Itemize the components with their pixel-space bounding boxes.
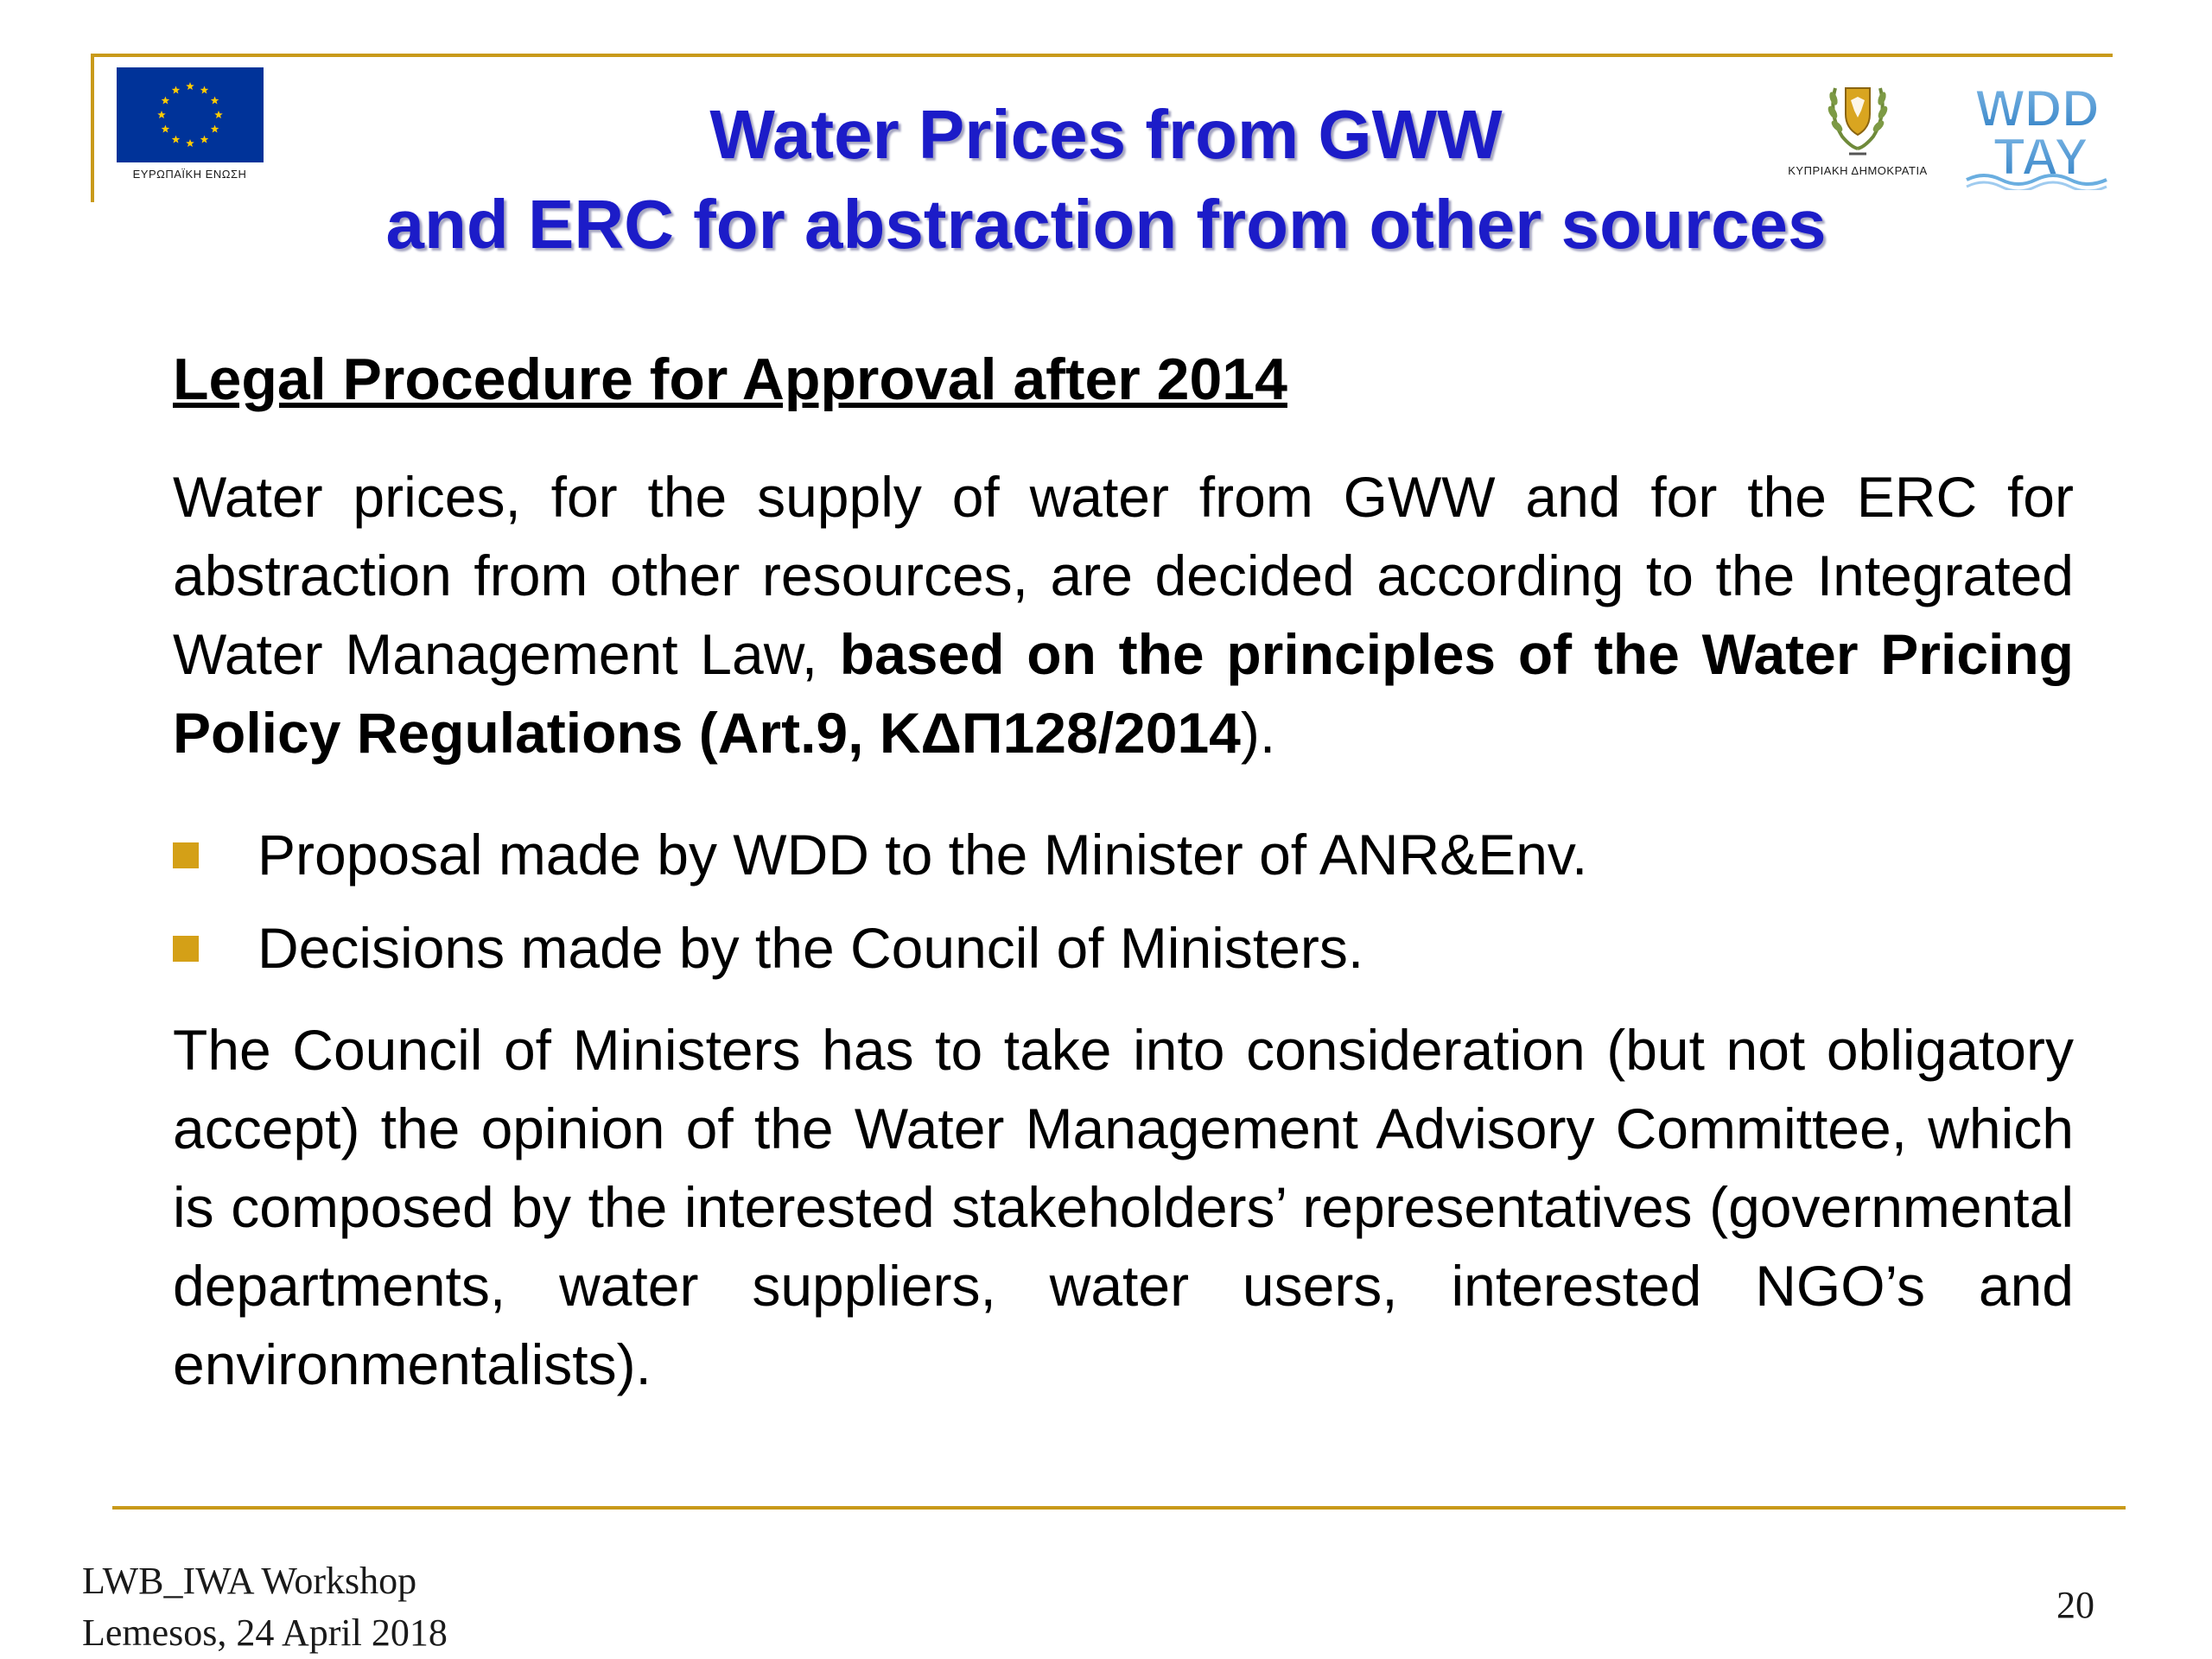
section-subheading: Legal Procedure for Approval after 2014: [173, 346, 1287, 412]
eu-star-icon: [200, 86, 208, 94]
eu-star-icon: [171, 86, 180, 94]
eu-star-icon: [210, 124, 219, 133]
list-item: Decisions made by the Council of Ministe…: [173, 901, 2074, 995]
eu-star-icon: [161, 124, 169, 133]
footer-event-info: LWB_IWA Workshop Lemesos, 24 April 2018: [82, 1555, 448, 1659]
paragraph-legal-basis-text: Water prices, for the supply of water fr…: [173, 465, 2074, 686]
eu-star-icon: [161, 96, 169, 105]
paragraph-legal-basis-end: ).: [1240, 701, 1276, 765]
eu-star-icon: [200, 135, 208, 143]
footer-event-date: Lemesos, 24 April 2018: [82, 1611, 448, 1654]
list-item: Proposal made by WDD to the Minister of …: [173, 808, 2074, 901]
eu-logo: ΕΥΡΩΠΑΪΚΗ ΕΝΩΣΗ: [114, 67, 265, 181]
eu-star-icon: [156, 111, 166, 119]
header-frame-top-rule: [91, 54, 2113, 57]
procedure-bullet-list: Proposal made by WDD to the Minister of …: [173, 808, 2074, 995]
slide-title-line-1: Water Prices from GWW: [709, 96, 1503, 173]
footer-event-name: LWB_IWA Workshop: [82, 1560, 417, 1602]
list-item-text: Proposal made by WDD to the Minister of …: [257, 823, 1588, 887]
square-bullet-icon: [173, 936, 199, 962]
eu-star-icon: [213, 111, 223, 119]
paragraph-advisory-committee: The Council of Ministers has to take int…: [173, 1018, 2074, 1396]
eu-star-icon: [171, 135, 180, 143]
slide-title: Water Prices from GWW and ERC for abstra…: [242, 90, 1970, 270]
cyprus-republic-logo: ΚΥΠΡΙΑΚΗ ΔΗΜΟΚΡΑΤΙΑ: [1763, 73, 1953, 177]
header-frame-left-rule: [91, 54, 94, 202]
wdd-logo-icon: WDD TAY: [1966, 79, 2107, 190]
slide-title-line-2: and ERC for abstraction from other sourc…: [385, 186, 1827, 263]
cyprus-logo-caption: ΚΥΠΡΙΑΚΗ ΔΗΜΟΚΡΑΤΙΑ: [1788, 164, 1928, 177]
paragraph-legal-basis: Water prices, for the supply of water fr…: [173, 458, 2074, 772]
list-item-text: Decisions made by the Council of Ministe…: [257, 916, 1364, 980]
eu-logo-caption: ΕΥΡΩΠΑΪΚΗ ΕΝΩΣΗ: [132, 168, 247, 181]
cyprus-emblem-icon: [1827, 87, 1888, 156]
wdd-logo-text: WDD: [1975, 79, 2099, 137]
eu-star-icon: [185, 139, 194, 148]
paragraph-legal-basis-bold: based on the principles of the Water Pri…: [173, 622, 2074, 765]
footer-rule: [112, 1506, 2126, 1510]
eu-star-icon: [185, 82, 194, 91]
eu-flag-icon: [116, 67, 264, 162]
page-number: 20: [2056, 1584, 2094, 1626]
square-bullet-icon: [173, 842, 199, 868]
eu-star-icon: [210, 96, 219, 105]
